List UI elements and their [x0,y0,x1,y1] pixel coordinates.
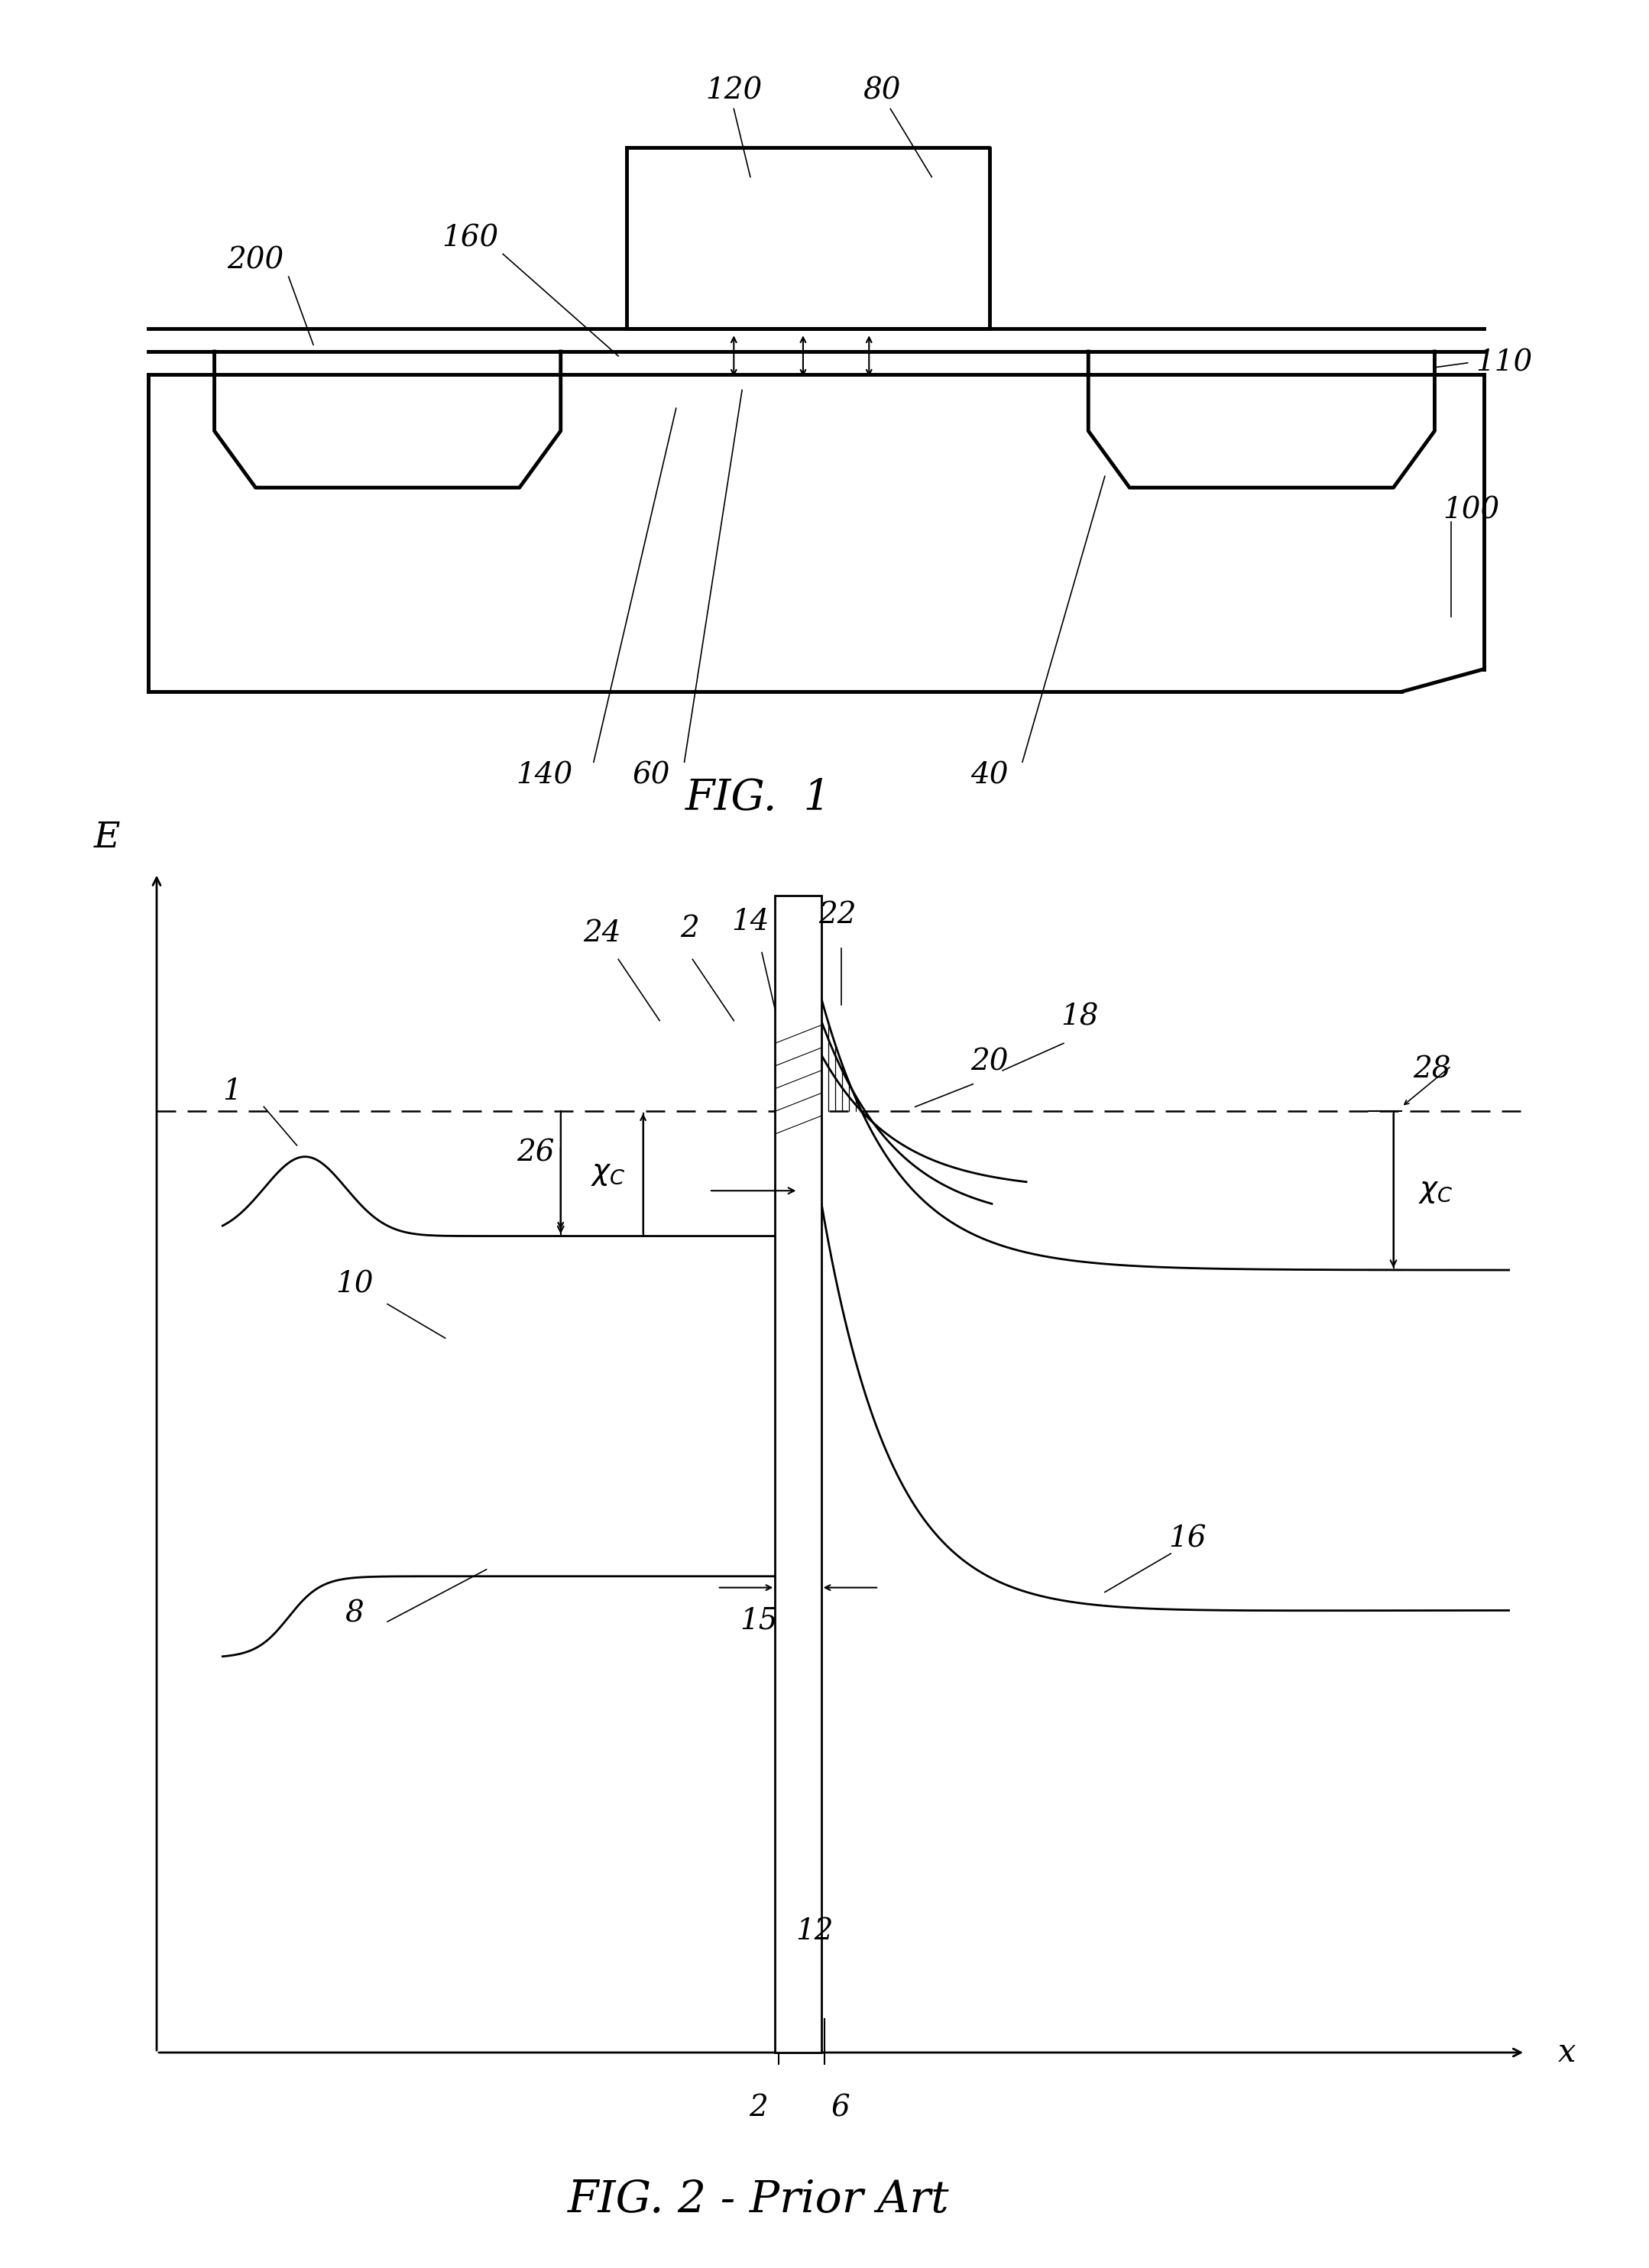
Text: 120: 120 [706,77,762,104]
Text: 20: 20 [971,1048,1008,1077]
Text: 60: 60 [633,762,669,789]
Text: 200: 200 [228,247,284,274]
Text: $\chi_C$: $\chi_C$ [590,1159,625,1188]
Text: 12: 12 [796,1916,833,1946]
Text: 1: 1 [223,1077,241,1107]
Text: 14: 14 [732,907,768,937]
Text: 28: 28 [1413,1057,1451,1084]
Text: 2: 2 [749,2093,768,2123]
Text: 22: 22 [820,900,856,930]
Text: 40: 40 [971,762,1008,789]
Text: 6: 6 [831,2093,851,2123]
Text: 160: 160 [442,225,498,252]
Text: 18: 18 [1062,1002,1098,1032]
Bar [775,896,821,2053]
Text: 2: 2 [679,914,699,943]
Text: 10: 10 [336,1270,373,1300]
Text: 15: 15 [740,1606,777,1635]
Text: FIG. 2 - Prior Art: FIG. 2 - Prior Art [567,2177,950,2223]
Text: $\chi_C$: $\chi_C$ [1418,1177,1453,1204]
Text: 26: 26 [518,1139,554,1168]
Text: 100: 100 [1443,497,1499,524]
Text: 8: 8 [345,1599,364,1628]
Text: 140: 140 [516,762,572,789]
Text: 110: 110 [1476,349,1532,376]
Text: x: x [1558,2037,1576,2068]
Text: 16: 16 [1169,1524,1205,1554]
Text: 24: 24 [584,919,620,948]
Text: E: E [94,821,120,855]
Text: FIG.  1: FIG. 1 [686,778,831,819]
Text: 80: 80 [864,77,900,104]
